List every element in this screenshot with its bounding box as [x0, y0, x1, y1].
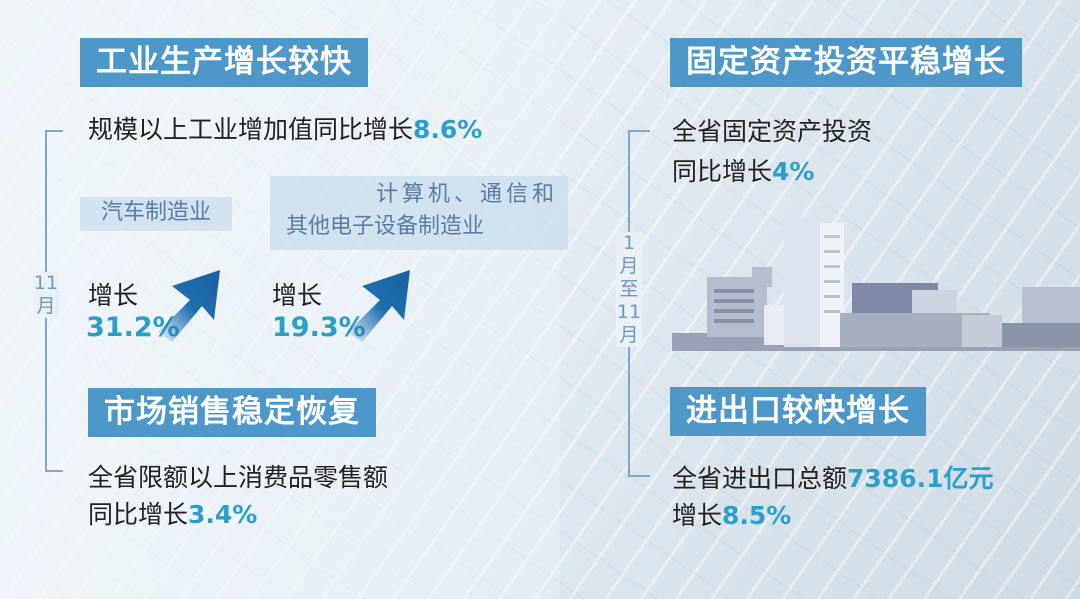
industry-summary-text: 规模以上工业增加值同比增长: [88, 115, 414, 144]
investment-title: 固定资产投资平稳增长: [670, 38, 1022, 87]
sector-growth-value: 19.3%: [272, 312, 366, 343]
sector-name-line2: 其他电子设备制造业: [286, 214, 485, 239]
trade-line1: 全省进出口总额7386.1亿元: [672, 463, 994, 495]
period-label-part: 月: [36, 295, 56, 317]
city-skyline-illustration: [672, 217, 1080, 351]
retail-line1: 全省限额以上消费品零售额: [88, 463, 389, 492]
sector-box-auto: 汽车制造业: [80, 197, 232, 231]
retail-title: 市场销售稳定恢复: [88, 388, 376, 437]
trade-title: 进出口较快增长: [670, 387, 926, 436]
retail-line2-text: 同比增长: [88, 500, 189, 529]
up-arrow-icon: [348, 270, 410, 342]
investment-line2-text: 同比增长: [672, 157, 773, 186]
period-label-part: 11: [33, 272, 59, 294]
up-arrow-icon: [158, 270, 220, 342]
industry-summary: 规模以上工业增加值同比增长8.6%: [88, 114, 482, 146]
period-label-left: 11 月: [33, 272, 59, 318]
period-label-right: 1 月 至 11 月: [616, 232, 642, 347]
sector-growth-label: 增长: [272, 281, 323, 310]
period-label-part: 11: [616, 301, 642, 323]
trade-line1-value: 7386.1亿元: [847, 464, 994, 493]
investment-line2: 同比增长4%: [672, 156, 814, 188]
bracket-top: [628, 130, 650, 132]
period-label-part: 月: [619, 324, 639, 346]
trade-line2: 增长8.5%: [672, 500, 791, 532]
industry-summary-value: 8.6%: [413, 115, 483, 144]
investment-line1: 全省固定资产投资: [672, 117, 873, 146]
bracket-bottom: [628, 475, 650, 477]
sector-name: 汽车制造业: [100, 200, 211, 225]
sector-name-line1: 计算机、通信和: [375, 182, 558, 207]
period-label-part: 1: [622, 232, 636, 254]
sector-box-electronics: 计算机、通信和 其他电子设备制造业: [270, 176, 568, 250]
bracket-bottom: [45, 470, 63, 472]
period-label-part: 至: [619, 278, 639, 300]
investment-line2-value: 4%: [772, 157, 815, 186]
retail-line2: 同比增长3.4%: [88, 499, 257, 531]
trade-line1-text: 全省进出口总额: [672, 464, 848, 493]
trade-line2-text: 增长: [672, 501, 723, 530]
period-label-part: 月: [619, 255, 639, 277]
background-fade: [0, 0, 560, 599]
sector-growth-label: 增长: [88, 281, 139, 310]
industry-title: 工业生产增长较快: [80, 38, 368, 87]
bracket-top: [45, 130, 63, 132]
trade-line2-value: 8.5%: [722, 501, 792, 530]
retail-line2-value: 3.4%: [188, 500, 258, 529]
